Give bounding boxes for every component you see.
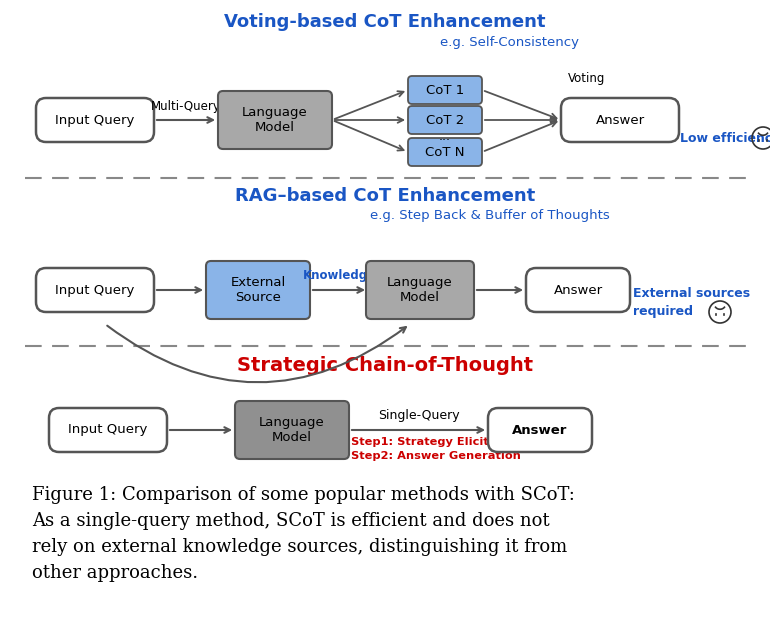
- Text: Input Query: Input Query: [55, 113, 135, 126]
- Text: As a single-query method, SCoT is efficient and does not: As a single-query method, SCoT is effici…: [32, 512, 550, 530]
- Text: rely on external knowledge sources, distinguishing it from: rely on external knowledge sources, dist…: [32, 538, 567, 556]
- FancyBboxPatch shape: [206, 261, 310, 319]
- Text: Answer: Answer: [512, 424, 567, 437]
- Text: Answer: Answer: [595, 113, 644, 126]
- FancyBboxPatch shape: [366, 261, 474, 319]
- Text: Figure 1: Comparison of some popular methods with SCoT:: Figure 1: Comparison of some popular met…: [32, 486, 575, 504]
- FancyBboxPatch shape: [235, 401, 349, 459]
- Text: Step2: Answer Generation: Step2: Answer Generation: [351, 451, 521, 461]
- Text: Input Query: Input Query: [69, 424, 148, 437]
- Text: Language
Model: Language Model: [242, 106, 308, 134]
- Text: RAG–based CoT Enhancement: RAG–based CoT Enhancement: [235, 187, 535, 205]
- Text: Voting-based CoT Enhancement: Voting-based CoT Enhancement: [224, 13, 546, 31]
- Text: Step1: Strategy Elicitation: Step1: Strategy Elicitation: [351, 437, 522, 447]
- FancyBboxPatch shape: [408, 138, 482, 166]
- FancyBboxPatch shape: [218, 91, 332, 149]
- Text: Answer: Answer: [554, 283, 603, 296]
- Text: Strategic Chain-of-Thought: Strategic Chain-of-Thought: [237, 355, 533, 375]
- Text: Voting: Voting: [568, 72, 605, 85]
- Text: External
Source: External Source: [230, 276, 286, 304]
- FancyBboxPatch shape: [36, 268, 154, 312]
- Text: External sources
required: External sources required: [633, 287, 750, 317]
- Text: CoT 2: CoT 2: [426, 113, 464, 126]
- Text: Single-Query: Single-Query: [378, 410, 460, 422]
- Text: e.g. Step Back & Buffer of Thoughts: e.g. Step Back & Buffer of Thoughts: [370, 209, 610, 222]
- FancyBboxPatch shape: [488, 408, 592, 452]
- FancyBboxPatch shape: [408, 76, 482, 104]
- Text: CoT 1: CoT 1: [426, 84, 464, 97]
- Text: ...: ...: [439, 129, 451, 142]
- Text: CoT N: CoT N: [425, 146, 465, 158]
- Text: Knowledge: Knowledge: [303, 269, 376, 281]
- FancyBboxPatch shape: [408, 106, 482, 134]
- Text: Language
Model: Language Model: [259, 416, 325, 444]
- FancyBboxPatch shape: [36, 98, 154, 142]
- Text: Low efficiency: Low efficiency: [680, 131, 770, 144]
- Text: Multi-Query: Multi-Query: [151, 100, 221, 113]
- FancyBboxPatch shape: [561, 98, 679, 142]
- FancyBboxPatch shape: [49, 408, 167, 452]
- Text: e.g. Self-Consistency: e.g. Self-Consistency: [440, 35, 580, 48]
- Text: Language
Model: Language Model: [387, 276, 453, 304]
- Text: other approaches.: other approaches.: [32, 564, 198, 582]
- Text: Input Query: Input Query: [55, 283, 135, 296]
- FancyBboxPatch shape: [526, 268, 630, 312]
